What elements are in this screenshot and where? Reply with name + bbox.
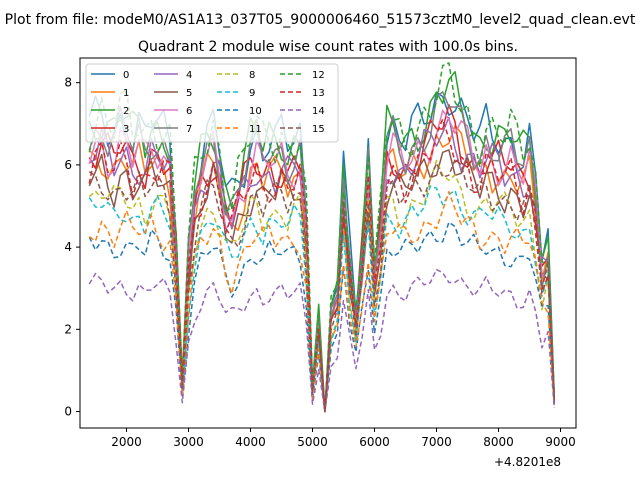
legend-box xyxy=(85,63,339,143)
legend-label-6: 6 xyxy=(186,106,192,117)
x-tick-label: 9000 xyxy=(545,435,576,449)
legend-label-11: 11 xyxy=(249,124,262,135)
legend-label-10: 10 xyxy=(249,106,262,117)
x-axis: 2000 3000 4000 5000 6000 7000 8000 9000 xyxy=(111,428,576,449)
x-tick-label: 6000 xyxy=(359,435,390,449)
y-tick-label: 2 xyxy=(64,322,72,336)
y-tick-label: 0 xyxy=(64,405,72,419)
y-axis: 0 2 4 6 8 xyxy=(64,76,80,419)
y-tick-label: 6 xyxy=(64,158,72,172)
x-offset-label: +4.8201e8 xyxy=(494,455,561,469)
legend-label-1: 1 xyxy=(123,88,129,99)
legend-label-0: 0 xyxy=(123,70,129,81)
x-tick-label: 8000 xyxy=(483,435,514,449)
x-tick-label: 2000 xyxy=(111,435,142,449)
y-tick-label: 4 xyxy=(64,240,72,254)
legend-label-9: 9 xyxy=(249,88,255,99)
legend-label-12: 12 xyxy=(312,70,325,81)
legend-label-4: 4 xyxy=(186,70,192,81)
series-layer xyxy=(88,62,556,413)
series-line-14 xyxy=(88,268,556,413)
legend-label-14: 14 xyxy=(312,106,325,117)
x-tick-label: 4000 xyxy=(235,435,266,449)
series-line-8 xyxy=(88,159,556,413)
legend-label-15: 15 xyxy=(312,124,325,135)
chart-title: Quadrant 2 module wise count rates with … xyxy=(138,39,518,55)
series-line-15 xyxy=(88,158,556,413)
legend-label-3: 3 xyxy=(123,124,129,135)
legend-label-8: 8 xyxy=(249,70,255,81)
x-tick-label: 5000 xyxy=(297,435,328,449)
legend-label-7: 7 xyxy=(186,124,192,135)
chart-suptitle: Plot from file: modeM0/AS1A13_037T05_900… xyxy=(5,12,636,28)
legend-label-5: 5 xyxy=(186,88,192,99)
x-tick-label: 7000 xyxy=(421,435,452,449)
x-tick-label: 3000 xyxy=(173,435,204,449)
legend-label-13: 13 xyxy=(312,88,325,99)
legend-label-2: 2 xyxy=(123,106,129,117)
y-tick-label: 8 xyxy=(64,76,72,90)
plot-frame xyxy=(79,57,577,429)
